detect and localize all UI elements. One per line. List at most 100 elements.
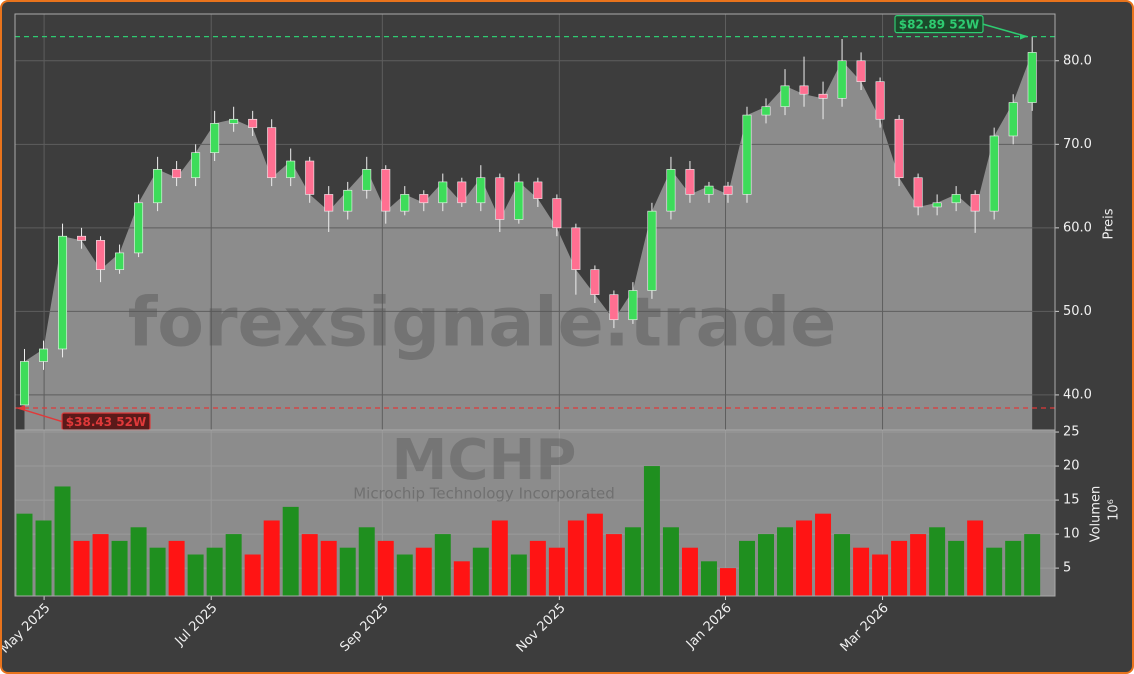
x-tick-label: Jul 2025 (172, 601, 221, 650)
candle-body (609, 294, 619, 321)
candle-body (96, 240, 106, 270)
volume-bar (777, 527, 794, 596)
y2-tick-label: 20 (1063, 459, 1080, 474)
annotation-arrowhead (18, 405, 25, 412)
ticker-watermark: MCHP (392, 428, 577, 493)
volume-bar (1005, 540, 1022, 596)
x-tick-label: Nov 2025 (514, 601, 569, 656)
volume-bar (282, 506, 299, 596)
candle-body (20, 361, 29, 406)
candle-body (666, 169, 676, 212)
volume-bar (967, 520, 984, 596)
volume-bar (510, 554, 527, 596)
candle-body (761, 106, 771, 116)
volume-bar (662, 527, 679, 596)
candle-body (77, 235, 87, 241)
candle-body (970, 194, 980, 212)
candle-body (552, 198, 562, 229)
volume-bar (853, 547, 870, 596)
volume-bar (643, 466, 660, 596)
volume-bar (758, 534, 774, 596)
volume-bar (872, 554, 889, 596)
candle-body (780, 85, 790, 108)
candle-body (647, 210, 657, 291)
volume-bar (301, 534, 318, 596)
volume-bar (73, 540, 90, 596)
x-tick-label: Mar 2026 (838, 601, 892, 655)
candle-body (419, 194, 429, 204)
candle-body (438, 181, 448, 204)
volume-bar (225, 534, 242, 596)
candle-body (229, 118, 239, 124)
y-tick-label: 40.0 (1063, 387, 1092, 402)
candle-body (932, 202, 942, 208)
candle-body (894, 118, 904, 179)
candle-body (58, 235, 68, 350)
volume-bar (415, 547, 432, 596)
y2-tick-label: 25 (1063, 425, 1080, 440)
annotation-label: $82.89 52W (899, 18, 979, 32)
data-layer: $82.89 52W $38.43 52W (15, 15, 1055, 596)
candle-body (39, 348, 49, 362)
y2-tick-label: 10 (1063, 527, 1080, 542)
y-tick-label: 70.0 (1063, 137, 1092, 152)
y-tick-label: 50.0 (1063, 304, 1092, 319)
y-tick-label: 60.0 (1063, 220, 1092, 235)
candle-body (191, 152, 201, 179)
volume-panel-border (14, 429, 1056, 597)
volume-bar (16, 513, 33, 596)
y2-tick-label: 5 (1063, 561, 1071, 576)
candle-body (153, 169, 163, 204)
annotation-box (894, 15, 984, 34)
candle-body (989, 135, 999, 212)
candle-body (1008, 102, 1018, 137)
volume-bar (986, 547, 1003, 596)
volume-bar (339, 547, 356, 596)
candle-body (628, 290, 638, 321)
volume-bar (681, 547, 698, 596)
candle-body (837, 60, 847, 99)
annotation-arrow (982, 23, 1028, 38)
volume-bar (92, 534, 109, 596)
y-axis-label: Preis (1102, 208, 1117, 239)
volume-bar (187, 554, 204, 596)
volume-bar (35, 520, 52, 596)
volume-bar (396, 554, 413, 596)
candle-body (210, 123, 220, 153)
annotation-arrow (17, 407, 63, 423)
candle-body (799, 85, 809, 95)
volume-bar (491, 520, 508, 596)
volume-bar (948, 540, 965, 596)
candle-body (856, 60, 866, 82)
close-area (24, 52, 1033, 431)
volume-bar (263, 520, 280, 596)
candle-body (685, 169, 695, 195)
volume-bar (624, 527, 641, 596)
candle-body (286, 160, 296, 179)
candle-body (875, 81, 885, 120)
y2-axis-label: Volumen (1089, 486, 1104, 543)
candle-body (704, 185, 714, 195)
volume-bar (739, 540, 755, 596)
volume-bar (377, 540, 394, 596)
volume-bar (1024, 534, 1041, 596)
candle-body (457, 181, 467, 204)
candle-body (913, 177, 923, 208)
volume-bar (111, 540, 128, 596)
annotation-arrowhead (1020, 33, 1027, 40)
candle-body (533, 181, 543, 199)
candle-body (305, 160, 315, 195)
watermark-layer: forexsignale.trade MCHP Microchip Techno… (128, 284, 837, 503)
y2-tick-label: 15 (1063, 493, 1080, 508)
volume-bar (130, 527, 147, 596)
candle-body (324, 194, 334, 212)
x-tick-label: May 2025 (2, 601, 53, 657)
candle-body (381, 169, 391, 212)
volume-bar (149, 547, 166, 596)
candle-body (400, 194, 410, 212)
x-tick-label: Sep 2025 (337, 601, 391, 655)
volume-bar (815, 513, 832, 596)
volume-bar (929, 527, 946, 596)
volume-bar (168, 540, 185, 596)
